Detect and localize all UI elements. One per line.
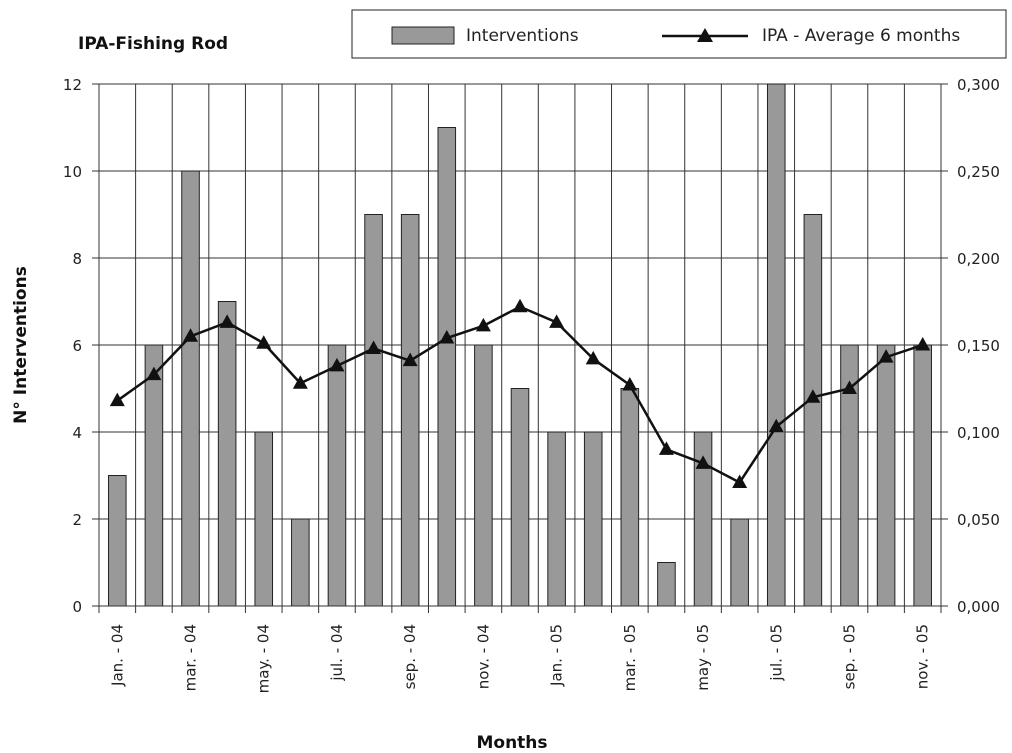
x-tick-label: jul. - 04	[328, 624, 346, 682]
legend-label-interventions: Interventions	[466, 26, 579, 46]
ipa-point-marker	[146, 366, 162, 381]
ipa-point-marker	[695, 455, 711, 469]
x-tick-label: mar. - 04	[182, 624, 200, 691]
y-tick-label: 6	[72, 337, 82, 355]
y-tick-label: 4	[72, 424, 82, 442]
bar	[730, 518, 749, 607]
x-tick-label: may - 05	[694, 624, 712, 691]
y2-tick-label: 0,100	[957, 424, 1000, 442]
bar	[620, 388, 640, 607]
ipa-point-marker	[915, 337, 931, 351]
y2-axis-ticks: 0,000 0,050 0,100 0,150 0,200 0,250 0,300	[957, 76, 1000, 616]
bar	[254, 431, 274, 607]
bar	[766, 83, 786, 607]
y-tick-label: 2	[72, 511, 82, 529]
bar	[876, 344, 896, 607]
bar	[364, 214, 383, 607]
ipa-point-marker	[183, 328, 199, 342]
ipa-point-marker	[732, 474, 748, 488]
x-tick-label: sep. - 05	[840, 624, 858, 689]
legend-label-ipa: IPA - Average 6 months	[762, 26, 960, 46]
bar	[291, 518, 310, 607]
y2-tick-label: 0,250	[957, 163, 1000, 181]
ipa-point-marker	[219, 314, 235, 328]
bar	[400, 214, 420, 607]
x-tick-label: jul. - 05	[767, 624, 785, 682]
bar	[510, 388, 530, 607]
ipa-point-marker	[512, 298, 528, 313]
ipa-point-marker	[768, 418, 784, 433]
chart-title: IPA-Fishing Rod	[78, 34, 228, 54]
bar	[657, 562, 676, 607]
y-tick-label: 10	[63, 163, 82, 181]
bar	[437, 127, 457, 607]
y-tick-label: 0	[72, 598, 82, 616]
legend: Interventions IPA - Average 6 months	[351, 9, 1007, 59]
bar	[144, 344, 164, 607]
ipa-point-marker	[585, 350, 601, 365]
bar	[327, 344, 347, 607]
x-axis-title: Months	[476, 733, 547, 753]
x-tick-label: Jan. - 05	[548, 624, 566, 687]
ipa-point-marker	[109, 392, 125, 407]
legend-frame	[351, 9, 1007, 59]
ipa-point-marker	[439, 330, 455, 344]
y2-tick-label: 0,050	[957, 511, 1000, 529]
x-tick-label: sep. - 04	[401, 624, 419, 689]
grid	[99, 83, 941, 606]
ipa-point-marker	[329, 357, 345, 372]
y-axis-ticks: 0 2 4 6 8 10 12	[63, 76, 82, 616]
ipa-point-marker	[366, 340, 382, 354]
ipa-point-marker	[402, 352, 418, 367]
bar	[474, 344, 493, 607]
bar	[217, 301, 237, 607]
legend-marker-ipa	[697, 28, 713, 42]
ipa-point-marker	[549, 314, 565, 328]
ipa-point-marker	[292, 375, 308, 389]
ipa-point-marker	[878, 349, 894, 363]
x-tick-label: mar. - 05	[621, 624, 639, 691]
ipa-point-marker	[622, 377, 638, 391]
ipa-line	[109, 298, 931, 488]
y2-tick-label: 0,000	[957, 598, 1000, 616]
ipa-point-marker	[475, 317, 491, 332]
ipa-point-marker	[805, 389, 821, 403]
x-tick-label: may. - 04	[255, 624, 273, 693]
bar	[108, 475, 127, 607]
y2-tick-label: 0,150	[957, 337, 1000, 355]
ipa-point-marker	[256, 335, 272, 349]
bar	[181, 170, 200, 607]
bar	[803, 214, 823, 607]
y2-tick-label: 0,300	[957, 76, 1000, 94]
x-tick-label: nov. - 05	[914, 624, 932, 689]
bars	[108, 83, 932, 607]
y2-tick-label: 0,200	[957, 250, 1000, 268]
bar	[547, 431, 566, 607]
ipa-point-marker	[658, 441, 674, 455]
x-axis-ticks: Jan. - 04 mar. - 04 may. - 04 jul. - 04 sep.…	[108, 624, 931, 693]
bar	[583, 431, 603, 607]
legend-swatch-interventions	[391, 26, 455, 45]
y-tick-label: 8	[72, 250, 82, 268]
y-axis-title: N° Interventions	[11, 266, 31, 424]
x-tick-label: Jan. - 04	[108, 624, 126, 687]
ipa-point-marker	[841, 380, 857, 394]
axes	[92, 83, 948, 613]
x-tick-label: nov. - 04	[474, 624, 492, 689]
bar	[913, 344, 932, 607]
y-tick-label: 12	[63, 76, 82, 94]
